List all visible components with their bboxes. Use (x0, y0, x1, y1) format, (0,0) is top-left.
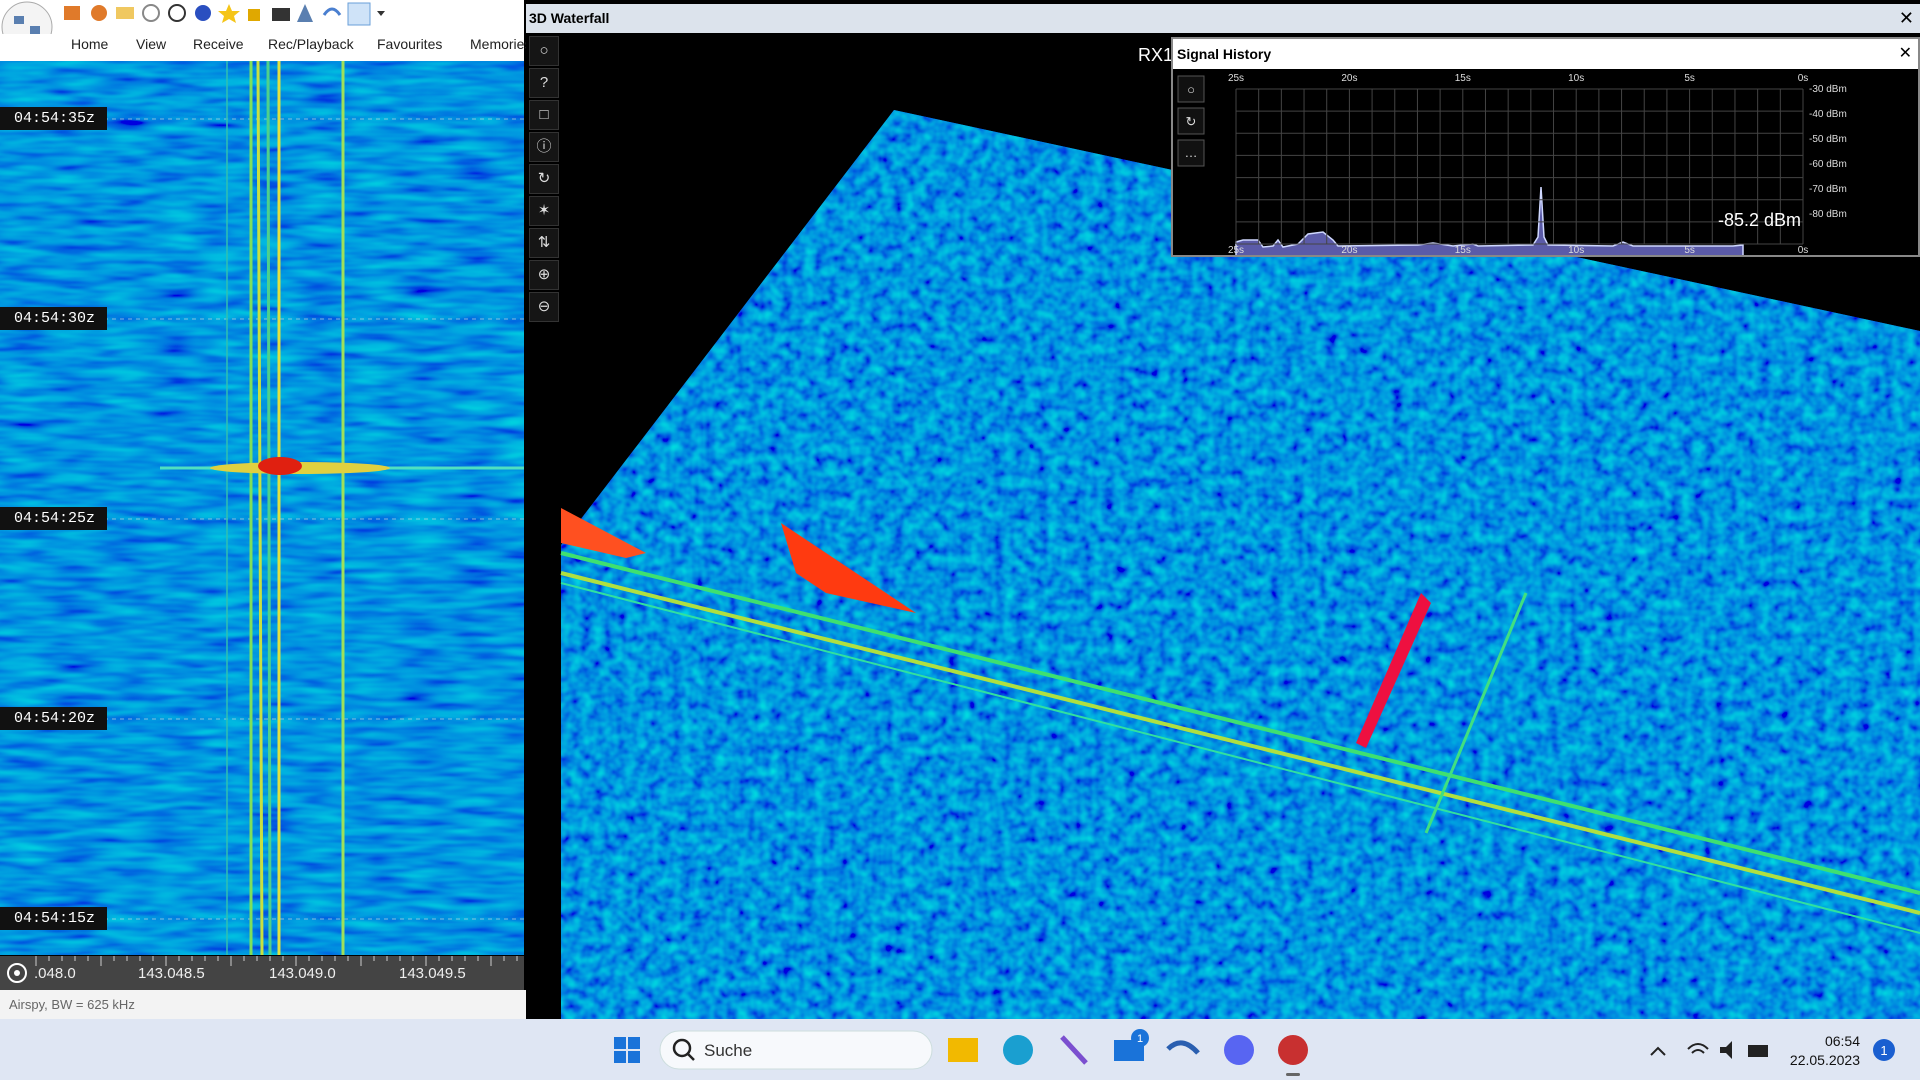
search-box[interactable]: Suche (704, 1041, 752, 1060)
menu-item[interactable]: Memories (470, 36, 532, 52)
timestamp: 04:54:25z (0, 507, 108, 530)
time-label: 15s (1455, 245, 1471, 255)
frequency-label: .048.0 (34, 965, 76, 982)
timestamp: 04:54:35z (0, 107, 108, 130)
tool-button[interactable]: ⊖ (529, 292, 559, 322)
menu-item[interactable]: View (136, 36, 167, 52)
level-label: -50 dBm (1809, 134, 1847, 145)
timestamp: 04:54:20z (0, 707, 108, 730)
clock-time: 06:54 (1825, 1033, 1860, 1049)
window-title: 3D Waterfall ✕ (526, 4, 1920, 33)
axis-ticks (35, 956, 518, 966)
time-label: 25s (1228, 245, 1244, 255)
time-label: 15s (1455, 73, 1471, 84)
tool-button[interactable]: ⓘ (529, 132, 559, 162)
title-text: Signal History (1177, 46, 1272, 62)
frequency-label: 143.049.5 (399, 965, 466, 982)
tool-column: ○? □ ⓘ ↻ ✶ ⇅ ⊕ ⊖ (526, 36, 560, 322)
clock-date: 22.05.2023 (1790, 1052, 1860, 1068)
menu-item[interactable]: Home (71, 36, 109, 52)
waterfall-graphic (0, 61, 524, 955)
time-label: 25s (1228, 73, 1244, 84)
close-button[interactable]: ✕ (1898, 45, 1912, 62)
svg-text:↻: ↻ (1186, 114, 1197, 129)
toolbar: Home View Receive Rec/Playback Favourites Mem… (0, 0, 531, 62)
frequency-label: 143.048.5 (138, 965, 205, 982)
time-label: 10s (1568, 73, 1584, 84)
tool-button[interactable]: ↻ (529, 164, 559, 194)
close-button[interactable]: ✕ (1898, 8, 1914, 28)
svg-text:○: ○ (1187, 82, 1195, 97)
time-label: 20s (1341, 73, 1357, 84)
timestamp: 04:54:30z (0, 307, 108, 330)
tool-button[interactable]: □ (529, 100, 559, 130)
level-readout: -85.2 dBm (1718, 210, 1801, 230)
timestamp: 04:54:15z (0, 907, 108, 930)
taskbar: Suche 1 06:54 22.05.2023 1 (0, 1019, 1920, 1080)
menu-item[interactable]: Rec/Playback (268, 36, 354, 52)
toolbar-icons (1, 1, 385, 34)
tool-button[interactable]: ○ (529, 36, 559, 66)
title-text: 3D Waterfall (529, 10, 610, 26)
time-label: 10s (1568, 245, 1584, 255)
tune-button[interactable] (4, 956, 34, 990)
time-label: 20s (1341, 245, 1357, 255)
taskbar-icons: Suche 1 06:54 22.05.2023 1 (614, 1029, 1895, 1076)
svg-text:…: … (1185, 145, 1198, 160)
time-label: 5s (1684, 245, 1695, 255)
signal-history-plot: ○↻… 25s25s20s20s15s15s10s10s5s5s0s0s-30 … (1173, 69, 1918, 255)
level-label: -60 dBm (1809, 159, 1847, 170)
time-label: 0s (1798, 245, 1809, 255)
tool-button[interactable]: ✶ (529, 196, 559, 226)
level-label: -30 dBm (1809, 84, 1847, 95)
tool-button[interactable]: ⊕ (529, 260, 559, 290)
time-label: 5s (1684, 73, 1695, 84)
notification-badge: 1 (1880, 1043, 1887, 1058)
level-label: -80 dBm (1809, 209, 1847, 220)
signal-history-window: Signal History ✕ ○ ↻ … 25s 25s 20s 20s 15s 15s 10… (1171, 37, 1920, 257)
menu-item[interactable]: Favourites (377, 36, 443, 52)
waterfall-3d-graphic: RX1 (560, 45, 1920, 1019)
status-bar: Airspy, BW = 625 kHz (0, 990, 526, 1020)
tool-button[interactable]: ⇅ (529, 228, 559, 258)
receiver-label: RX1 (1138, 45, 1173, 65)
menu-item[interactable]: Receive (193, 36, 244, 52)
level-label: -70 dBm (1809, 184, 1847, 195)
tool-button[interactable]: ? (529, 68, 559, 98)
waterfall-display: 04:54:35z 04:54:30z 04:54:25z 04:54:20z 04:5… (0, 61, 524, 955)
mail-badge: 1 (1137, 1033, 1143, 1045)
signal-history-title: Signal History ✕ (1173, 39, 1918, 69)
frequency-axis: .048.0 143.048.5 143.049.0 143.049.5 (0, 956, 524, 990)
grid (1235, 88, 1804, 245)
time-label: 0s (1798, 73, 1809, 84)
frequency-label: 143.049.0 (269, 965, 336, 982)
level-label: -40 dBm (1809, 109, 1847, 120)
